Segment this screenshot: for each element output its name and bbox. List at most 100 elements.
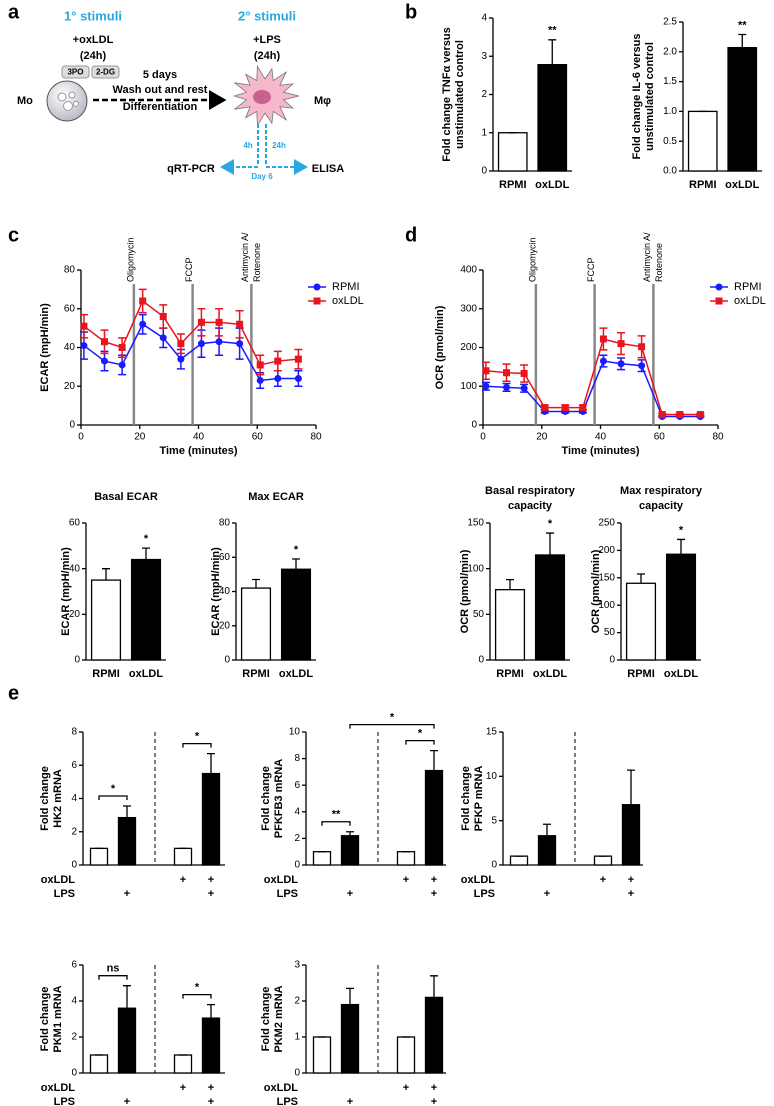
marker xyxy=(658,411,666,419)
marker xyxy=(118,361,126,369)
error-bar xyxy=(123,805,131,818)
y-tick-label: 4 xyxy=(71,793,77,804)
vesicle xyxy=(57,92,67,102)
marker xyxy=(215,338,223,346)
y-tick-label: 50 xyxy=(473,609,485,620)
y-tick-label: 0.5 xyxy=(663,136,677,147)
marker xyxy=(617,340,625,348)
condition-mark: + xyxy=(403,874,409,886)
bar xyxy=(497,132,528,172)
bar xyxy=(727,46,758,172)
error-bar xyxy=(430,975,438,998)
duration: (24h) xyxy=(254,50,281,62)
marker xyxy=(80,342,88,350)
transition-text: Differentiation xyxy=(123,101,198,113)
panel-label: d xyxy=(405,224,417,246)
comparison-label: ** xyxy=(332,809,341,821)
error-bar xyxy=(292,558,300,570)
error-bar xyxy=(207,752,215,774)
event-label: FCCP xyxy=(586,258,596,283)
comparison-label: * xyxy=(195,982,200,994)
chart-title: capacity xyxy=(639,500,684,512)
bar xyxy=(494,589,526,661)
significance: * xyxy=(144,533,149,545)
comparison-label: * xyxy=(418,728,423,740)
marker xyxy=(294,355,302,363)
bar xyxy=(396,851,416,866)
marker xyxy=(80,322,88,330)
event-label: Rotenone xyxy=(654,243,664,282)
bar xyxy=(534,554,566,661)
panel-label: a xyxy=(8,1,20,23)
y-tick-label: 0 xyxy=(74,655,80,666)
error-bar xyxy=(637,573,645,584)
condition-mark: + xyxy=(347,888,353,900)
inhibitor: 2-DG xyxy=(96,68,115,77)
error-bar xyxy=(346,831,354,836)
x-tick-label: oxLDL xyxy=(129,668,164,680)
vesicle xyxy=(73,101,79,107)
y-tick-label: 1.5 xyxy=(663,76,677,87)
y-tick-label: 6 xyxy=(294,780,300,791)
y-tick-label: 40 xyxy=(219,586,231,597)
y-tick-label: 2 xyxy=(294,996,300,1007)
marker xyxy=(561,404,569,412)
error-bar xyxy=(546,532,554,555)
y-tick-label: 40 xyxy=(69,563,81,574)
series-line xyxy=(485,338,701,416)
y-tick-label: 60 xyxy=(219,552,231,563)
y-tick-label: 0.0 xyxy=(663,166,677,177)
comparison-bracket xyxy=(349,723,435,729)
x-tick-label: 60 xyxy=(252,432,264,443)
condition-mark: + xyxy=(180,874,186,886)
y-tick-label: 2 xyxy=(71,826,77,837)
comparison-label: * xyxy=(111,783,116,795)
y-tick-label: 20 xyxy=(69,609,81,620)
y-tick-label: 8 xyxy=(294,753,300,764)
y-axis-label: Fold change IL-6 versus xyxy=(631,34,643,160)
bar xyxy=(625,582,657,661)
event-label: Antimycin A/ xyxy=(642,232,652,282)
bar xyxy=(201,772,221,866)
marker xyxy=(638,343,646,351)
y-tick-label: 150 xyxy=(467,518,484,529)
significance: ** xyxy=(738,19,747,31)
condition-name: oxLDL xyxy=(41,1082,76,1094)
time: 24h xyxy=(272,141,286,150)
y-tick-label: 10 xyxy=(289,727,301,738)
condition-name: LPS xyxy=(277,888,298,900)
error-bar xyxy=(543,823,551,836)
condition-name: oxLDL xyxy=(264,1082,299,1094)
marker xyxy=(520,384,528,392)
bar xyxy=(117,816,137,866)
y-tick-label: 80 xyxy=(64,265,76,276)
legend-marker xyxy=(715,283,723,291)
x-tick-label: oxLDL xyxy=(279,668,314,680)
bar xyxy=(687,110,718,172)
x-tick-label: RPMI xyxy=(92,668,120,680)
y-tick-label: 0 xyxy=(491,860,497,871)
x-tick-label: 0 xyxy=(78,432,84,443)
marker xyxy=(101,357,108,365)
bar xyxy=(89,847,109,866)
x-tick-label: RPMI xyxy=(689,179,717,191)
treatment: +LPS xyxy=(253,34,281,46)
bar xyxy=(89,1054,109,1074)
day: Day 6 xyxy=(251,172,273,181)
marker xyxy=(159,334,167,342)
comparison-bracket xyxy=(405,739,435,745)
marker xyxy=(274,357,282,365)
duration: (24h) xyxy=(80,50,107,62)
marker xyxy=(617,360,625,368)
event-label: Oligomycin xyxy=(527,237,537,282)
condition-mark: + xyxy=(347,1096,353,1106)
bar xyxy=(621,804,641,866)
y-tick-label: 20 xyxy=(219,620,231,631)
significance: ** xyxy=(548,25,557,37)
error-bar xyxy=(142,547,150,560)
condition-mark: + xyxy=(431,1096,437,1106)
bar xyxy=(312,851,332,866)
x-tick-label: 20 xyxy=(134,432,146,443)
y-tick-label: 400 xyxy=(460,265,477,276)
error-bar xyxy=(677,538,685,555)
